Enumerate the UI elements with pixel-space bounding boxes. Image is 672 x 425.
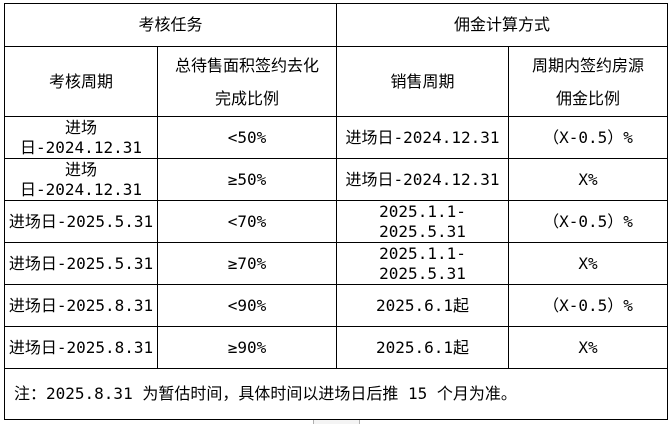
- cell-assessment-period: 进场日-2025.8.31: [4, 284, 158, 327]
- cell-sales-period: 2025.1.1-2025.5.31: [336, 200, 510, 243]
- cell-sales-period: 2025.6.1起: [336, 326, 510, 369]
- cell-assessment-period: 进场日-2025.8.31: [4, 326, 158, 369]
- table-row: 进场日-2025.8.31 ≥90% 2025.6.1起 X%: [4, 326, 669, 369]
- table-row: 进场日-2024.12.31 ≥50% 进场日-2024.12.31 X%: [4, 158, 669, 201]
- group-header-commission: 佣金计算方式: [336, 3, 669, 47]
- column-header-assessment-period: 考核周期: [4, 46, 158, 117]
- column-header-completion-ratio: 总待售面积签约去化 完成比例: [156, 46, 338, 117]
- cell-sales-period: 进场日-2024.12.31: [336, 158, 510, 201]
- cell-sales-period: 2025.1.1-2025.5.31: [336, 242, 510, 285]
- cell-commission-ratio: X%: [508, 326, 669, 369]
- header-line: 考核周期: [48, 72, 113, 91]
- header-line: 佣金比例: [556, 88, 621, 108]
- cell-completion-ratio: ≥90%: [156, 326, 338, 369]
- column-header-commission-ratio: 周期内签约房源 佣金比例: [508, 46, 669, 117]
- horizontal-scrollbar-thumb[interactable]: [313, 420, 360, 424]
- cell-assessment-period: 进场日-2024.12.31: [4, 158, 158, 201]
- cell-assessment-period: 进场日-2025.5.31: [4, 200, 158, 243]
- table-row: 进场日-2025.5.31 ≥70% 2025.1.1-2025.5.31 X%: [4, 242, 669, 285]
- table-row: 进场日-2025.8.31 <90% 2025.6.1起 （X-0.5）%: [4, 284, 669, 327]
- note-row: 注：2025.8.31 为暂估时间，具体时间以进场日后推 15 个月为准。: [3, 368, 669, 420]
- table-row: 进场日-2025.5.31 <70% 2025.1.1-2025.5.31 （X…: [4, 200, 669, 243]
- table-row: 进场日-2024.12.31 <50% 进场日-2024.12.31 （X-0.…: [4, 116, 669, 159]
- group-header-row: 考核任务 佣金计算方式: [3, 3, 669, 47]
- header-line: 周期内签约房源: [532, 55, 645, 75]
- cell-completion-ratio: <90%: [156, 284, 338, 327]
- cell-completion-ratio: ≥70%: [156, 242, 338, 285]
- cell-sales-period: 2025.6.1起: [336, 284, 510, 327]
- commission-table: 考核任务 佣金计算方式 考核周期 总待售面积签约去化 完成比例 销售周期: [3, 3, 669, 420]
- column-header-sales-period: 销售周期: [336, 46, 510, 117]
- cell-assessment-period: 进场日-2025.5.31: [4, 242, 158, 285]
- header-line: 销售周期: [390, 72, 455, 91]
- cell-commission-ratio: （X-0.5）%: [508, 284, 669, 327]
- column-header-row: 考核周期 总待售面积签约去化 完成比例 销售周期 周期内签约房源: [4, 46, 669, 117]
- cell-completion-ratio: ≥50%: [156, 158, 338, 201]
- cell-sales-period: 进场日-2024.12.31: [336, 116, 510, 159]
- header-line: 总待售面积签约去化: [175, 55, 320, 75]
- cell-commission-ratio: （X-0.5）%: [508, 116, 669, 159]
- cell-commission-ratio: X%: [508, 158, 669, 201]
- cell-commission-ratio: X%: [508, 242, 669, 285]
- group-header-assessment: 考核任务: [3, 3, 338, 47]
- header-line: 完成比例: [215, 88, 280, 108]
- cell-completion-ratio: <70%: [156, 200, 338, 243]
- footnote: 注：2025.8.31 为暂估时间，具体时间以进场日后推 15 个月为准。: [3, 368, 669, 420]
- cell-completion-ratio: <50%: [156, 116, 338, 159]
- cell-commission-ratio: （X-0.5）%: [508, 200, 669, 243]
- cell-assessment-period: 进场日-2024.12.31: [4, 116, 158, 159]
